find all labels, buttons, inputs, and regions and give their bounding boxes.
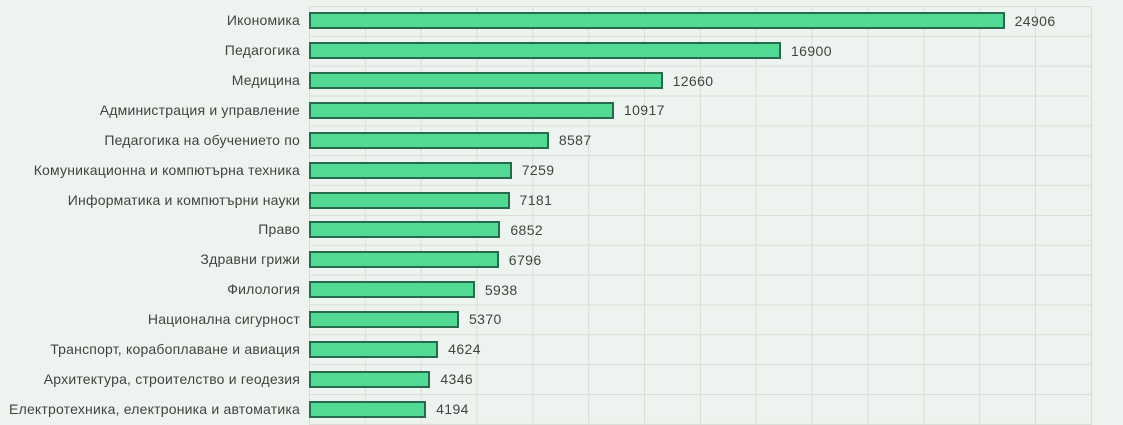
category-label: Педагогика [224,42,300,59]
bar[interactable] [309,72,663,90]
value-label: 7181 [519,192,553,209]
category-label: Филология [227,281,300,298]
value-label: 7259 [521,162,555,179]
value-label: 10917 [623,102,665,119]
value-label: 12660 [672,72,714,89]
category-label: Здравни грижи [200,251,300,268]
bar[interactable] [309,131,549,149]
category-label: Архитектура, строителство и геодезия [43,370,300,387]
category-label: Медицина [231,72,300,89]
value-label: 4194 [436,401,469,418]
value-label: 24906 [1014,12,1056,29]
bar[interactable] [309,370,431,388]
value-label: 6796 [508,251,542,268]
category-label: Педагогика на обучението по [104,131,300,148]
bar[interactable] [309,42,781,60]
value-label: 6852 [510,221,544,238]
bar[interactable] [309,251,499,269]
category-label: Информатика и компютърни науки [67,191,300,208]
category-label: Електротехника, електроника и автоматика [9,400,300,417]
category-label: Национална сигурност [147,310,300,327]
bar[interactable] [309,221,501,239]
category-label: Комуникационна и компютърна техника [33,161,300,178]
value-label: 16900 [790,42,832,59]
bar[interactable] [309,102,614,119]
bar[interactable] [309,340,439,358]
bar[interactable] [309,161,512,179]
value-label: 8587 [558,132,592,149]
category-label: Право [258,221,300,238]
value-label: 4346 [440,371,474,388]
value-label: 4624 [448,341,481,358]
category-label: Администрация и управление [99,101,300,118]
bar[interactable] [309,311,459,328]
category-label: Икономика [226,12,300,29]
bar[interactable] [309,191,510,209]
bar[interactable] [309,281,475,299]
bar[interactable] [309,400,427,418]
category-label: Транспорт, корабоплаване и авиация [50,340,300,357]
value-label: 5938 [484,281,518,298]
bar[interactable] [309,12,1005,30]
value-label: 5370 [468,311,502,328]
